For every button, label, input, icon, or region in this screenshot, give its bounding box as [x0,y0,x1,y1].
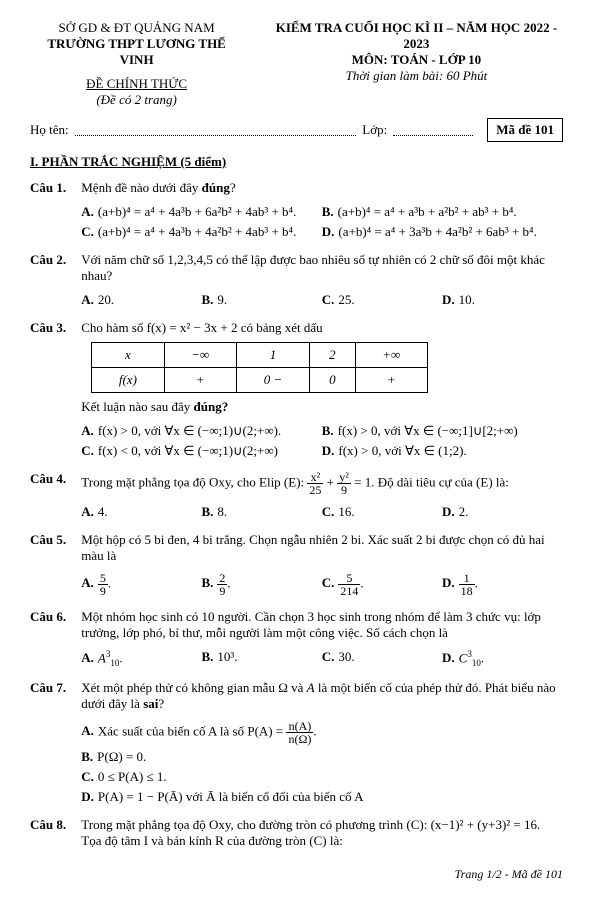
question-8: Câu 8. Trong mặt phẳng tọa độ Oxy, cho đ… [30,817,563,849]
name-row: Họ tên: Lớp: Mã đề 101 [30,118,563,142]
exam-code: Mã đề 101 [487,118,563,142]
q1-opts: A.(a+b)⁴ = a⁴ + 4a³b + 6a²b² + 4ab³ + b⁴… [81,202,562,242]
q6-optA: A.A310. [81,647,201,670]
q3-optA: A.f(x) > 0, với ∀x ∈ (−∞;1)∪(2;+∞). [81,421,322,441]
q7-body: Xét một phép thử có không gian mẫu Ω và … [81,680,562,807]
exam-type: ĐỀ CHÍNH THỨC [30,76,243,92]
header-right: KIỂM TRA CUỐI HỌC KÌ II – NĂM HỌC 2022 -… [270,20,563,84]
class-dots [393,125,473,136]
q6-text: Một nhóm học sinh có 10 người. Cần chọn … [81,609,541,640]
dept: SỞ GD & ĐT QUẢNG NAM [30,20,243,36]
q5-text: Một hộp có 5 bi đen, 4 bi trắng. Chọn ng… [81,532,544,563]
q4-text-pre: Trong mặt phẳng tọa độ Oxy, cho Elip (E)… [81,474,304,489]
q6-label: Câu 6. [30,609,78,625]
q5-optA: A.59. [81,570,201,599]
q4-optD: D.2. [442,502,562,522]
q3-body: Cho hàm số f(x) = x² − 3x + 2 có bảng xé… [81,320,562,461]
q1-optD: D.(a+b)⁴ = a⁴ + 3a³b + 4a²b² + 6ab³ + b⁴… [322,222,563,242]
q8-text: Trong mặt phẳng tọa độ Oxy, cho đường tr… [81,817,540,848]
duration: Thời gian làm bài: 60 Phút [270,68,563,84]
section-title: I. PHẦN TRẮC NGHIỆM (5 điểm) [30,154,563,170]
question-6: Câu 6. Một nhóm học sinh có 10 người. Cầ… [30,609,563,670]
school: TRƯỜNG THPT LƯƠNG THẾ VINH [30,36,243,68]
q6-optB: B.10³. [202,647,322,670]
q5-body: Một hộp có 5 bi đen, 4 bi trắng. Chọn ng… [81,532,562,599]
q2-label: Câu 2. [30,252,78,268]
q5-optB: B.29. [202,570,322,599]
question-4: Câu 4. Trong mặt phẳng tọa độ Oxy, cho E… [30,471,563,522]
q4-label: Câu 4. [30,471,78,487]
table-row: f(x) + 0 − 0 + [92,368,428,393]
q2-optB: B.9. [202,290,322,310]
q7-optB: B.P(Ω) = 0. [81,747,562,767]
header: SỞ GD & ĐT QUẢNG NAM TRƯỜNG THPT LƯƠNG T… [30,20,563,108]
q8-label: Câu 8. [30,817,78,833]
q4-optA: A.4. [81,502,201,522]
q5-label: Câu 5. [30,532,78,548]
question-2: Câu 2. Với năm chữ số 1,2,3,4,5 có thể l… [30,252,563,310]
q1-optB: B.(a+b)⁴ = a⁴ + a³b + a²b² + ab³ + b⁴. [322,202,563,222]
q6-optC: C.30. [322,647,442,670]
q8-body: Trong mặt phẳng tọa độ Oxy, cho đường tr… [81,817,562,849]
q4-body: Trong mặt phẳng tọa độ Oxy, cho Elip (E)… [81,471,562,522]
q7-opts: A.Xác suất của biến cố A là số P(A) = n(… [81,718,562,807]
q5-opts: A.59. B.29. C.5214. D.118. [81,570,562,599]
q7-text: Xét một phép thử có không gian mẫu Ω và … [81,680,555,711]
name-label: Họ tên: [30,122,69,138]
q2-body: Với năm chữ số 1,2,3,4,5 có thể lập được… [81,252,562,310]
class-label: Lớp: [362,122,387,138]
q4-text-post: = 1. Độ dài tiêu cự của (E) là: [354,474,509,489]
q7-optA: A.Xác suất của biến cố A là số P(A) = n(… [81,718,562,747]
q7-optD: D.P(A) = 1 − P(Ā) với Ā là biến cố đối c… [81,787,562,807]
q4-frac1: x²25 [307,471,323,496]
q3-conclusion: Kết luận nào sau đây đúng? [81,399,562,415]
q3-optC: C.f(x) < 0, với ∀x ∈ (−∞;1)∪(2;+∞) [81,441,322,461]
q5-optD: D.118. [442,570,562,599]
q6-opts: A.A310. B.10³. C.30. D.C310. [81,647,562,670]
header-left: SỞ GD & ĐT QUẢNG NAM TRƯỜNG THPT LƯƠNG T… [30,20,243,108]
q3-opts: A.f(x) > 0, với ∀x ∈ (−∞;1)∪(2;+∞). B.f(… [81,421,562,461]
q7-optC: C.0 ≤ P(A) ≤ 1. [81,767,562,787]
q4-opts: A.4. B.8. C.16. D.2. [81,502,562,522]
question-7: Câu 7. Xét một phép thử có không gian mẫ… [30,680,563,807]
question-1: Câu 1. Mệnh đề nào dưới đây đúng? A.(a+b… [30,180,563,242]
q1-text: Mệnh đề nào dưới đây đúng? [81,180,235,195]
q3-optD: D.f(x) > 0, với ∀x ∈ (1;2). [322,441,563,461]
q4-frac2: y²9 [337,471,351,496]
table-row: x −∞ 1 2 +∞ [92,343,428,368]
pages-note: (Đề có 2 trang) [30,92,243,108]
q1-optC: C.(a+b)⁴ = a⁴ + 4a³b + 4a²b² + 4ab³ + b⁴… [81,222,322,242]
q4-optC: C.16. [322,502,442,522]
q2-opts: A.20. B.9. C.25. D.10. [81,290,562,310]
question-5: Câu 5. Một hộp có 5 bi đen, 4 bi trắng. … [30,532,563,599]
name-dots [75,125,357,136]
q7-label: Câu 7. [30,680,78,696]
q1-label: Câu 1. [30,180,78,196]
exam-page: SỞ GD & ĐT QUẢNG NAM TRƯỜNG THPT LƯƠNG T… [0,0,593,902]
q2-optD: D.10. [442,290,562,310]
q2-optA: A.20. [81,290,201,310]
q5-optC: C.5214. [322,570,442,599]
page-footer: Trang 1/2 - Mã đề 101 [30,867,563,882]
sign-table: x −∞ 1 2 +∞ f(x) + 0 − 0 + [91,342,428,393]
q1-body: Mệnh đề nào dưới đây đúng? A.(a+b)⁴ = a⁴… [81,180,562,242]
q6-optD: D.C310. [442,647,562,670]
q2-optC: C.25. [322,290,442,310]
q1-optA: A.(a+b)⁴ = a⁴ + 4a³b + 6a²b² + 4ab³ + b⁴… [81,202,322,222]
exam-title: KIỂM TRA CUỐI HỌC KÌ II – NĂM HỌC 2022 -… [270,20,563,52]
q6-body: Một nhóm học sinh có 10 người. Cần chọn … [81,609,562,670]
q3-intro: Cho hàm số f(x) = x² − 3x + 2 có bảng xé… [81,320,322,335]
q2-text: Với năm chữ số 1,2,3,4,5 có thể lập được… [81,252,545,283]
question-3: Câu 3. Cho hàm số f(x) = x² − 3x + 2 có … [30,320,563,461]
q3-optB: B.f(x) > 0, với ∀x ∈ (−∞;1]∪[2;+∞) [322,421,563,441]
subject: MÔN: TOÁN - LỚP 10 [270,52,563,68]
q4-optB: B.8. [202,502,322,522]
q3-label: Câu 3. [30,320,78,336]
